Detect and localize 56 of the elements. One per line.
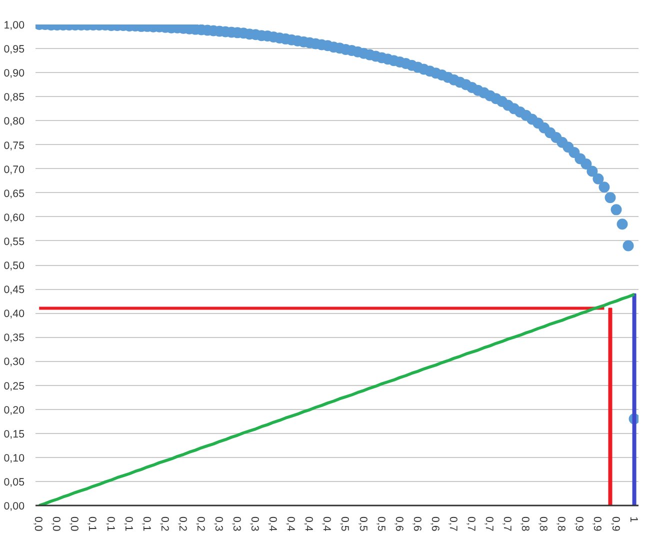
x-tick-label: 0,5 xyxy=(356,516,369,532)
y-tick-label: 0,75 xyxy=(4,140,25,152)
x-tick-label: 0,0 xyxy=(68,516,80,532)
y-tick-label: 0,55 xyxy=(4,236,25,248)
y-tick-label: 0,05 xyxy=(4,476,25,488)
y-tick-label: 0,65 xyxy=(4,188,25,200)
y-tick-label: 0,90 xyxy=(4,68,25,80)
x-tick-label: 0,6 xyxy=(410,516,423,532)
y-tick-label: 0,50 xyxy=(4,260,25,272)
x-tick-label: 0,3 xyxy=(248,516,261,532)
y-tick-label: 0,45 xyxy=(4,284,25,296)
x-tick-label: 0,4 xyxy=(266,516,279,532)
x-tick-label: 0,5 xyxy=(338,516,351,532)
y-tick-label: 0,80 xyxy=(4,116,25,128)
x-tick-label: 0,6 xyxy=(392,516,405,532)
y-tick-label: 0,70 xyxy=(4,164,25,176)
x-tick-label: 0,2 xyxy=(176,516,188,532)
x-tick-label: 0,2 xyxy=(158,516,170,532)
y-tick-label: 0,20 xyxy=(4,404,25,416)
y-tick-label: 1,00 xyxy=(4,20,25,32)
y-tick-label: 0,85 xyxy=(4,92,25,104)
x-tick-label: 0,0 xyxy=(32,516,44,532)
x-tick-label: 0,8 xyxy=(537,516,550,532)
y-tick-label: 0,00 xyxy=(4,500,25,512)
x-tick-label: 0,8 xyxy=(555,516,568,532)
x-tick-label: 0,3 xyxy=(230,516,242,532)
y-tick-label: 0,60 xyxy=(4,212,25,224)
x-tick-label: 0,6 xyxy=(428,516,441,532)
x-tick-label: 0,0 xyxy=(50,516,62,532)
x-tick-label: 0,1 xyxy=(86,516,98,532)
x-tick-label: 0,8 xyxy=(519,516,532,532)
x-tick-label: 0,5 xyxy=(374,516,387,532)
x-tick-label: 0,3 xyxy=(212,516,224,532)
x-tick-label: 0,4 xyxy=(320,516,333,532)
y-tick-label: 0,40 xyxy=(4,308,25,320)
x-tick-label: 0,2 xyxy=(194,516,206,532)
y-tick-label: 0,35 xyxy=(4,332,25,344)
x-tick-label: 0,7 xyxy=(464,516,477,532)
x-tick-label: 0,1 xyxy=(140,516,152,532)
y-tick-label: 0,15 xyxy=(4,428,25,440)
x-tick-label: 0,1 xyxy=(104,516,116,532)
x-tick-label: 0,9 xyxy=(609,516,622,532)
x-tick-label: 0,7 xyxy=(483,516,496,532)
y-tick-label: 0,30 xyxy=(4,356,25,368)
x-tick-label: 0,7 xyxy=(501,516,514,532)
x-tick-label: 0,4 xyxy=(284,516,297,532)
y-tick-label: 0,95 xyxy=(4,44,25,56)
line-series xyxy=(38,292,636,506)
x-tick-label: 1 xyxy=(627,516,640,522)
x-tick-label: 0,4 xyxy=(302,516,315,532)
x-tick-label: 0,1 xyxy=(122,516,134,532)
y-tick-label: 0,25 xyxy=(4,380,25,392)
x-tick-label: 0,9 xyxy=(573,516,586,532)
y-tick-label: 0,10 xyxy=(4,452,25,464)
x-tick-label: 0,7 xyxy=(446,516,459,532)
x-tick-label: 0,9 xyxy=(591,516,604,532)
